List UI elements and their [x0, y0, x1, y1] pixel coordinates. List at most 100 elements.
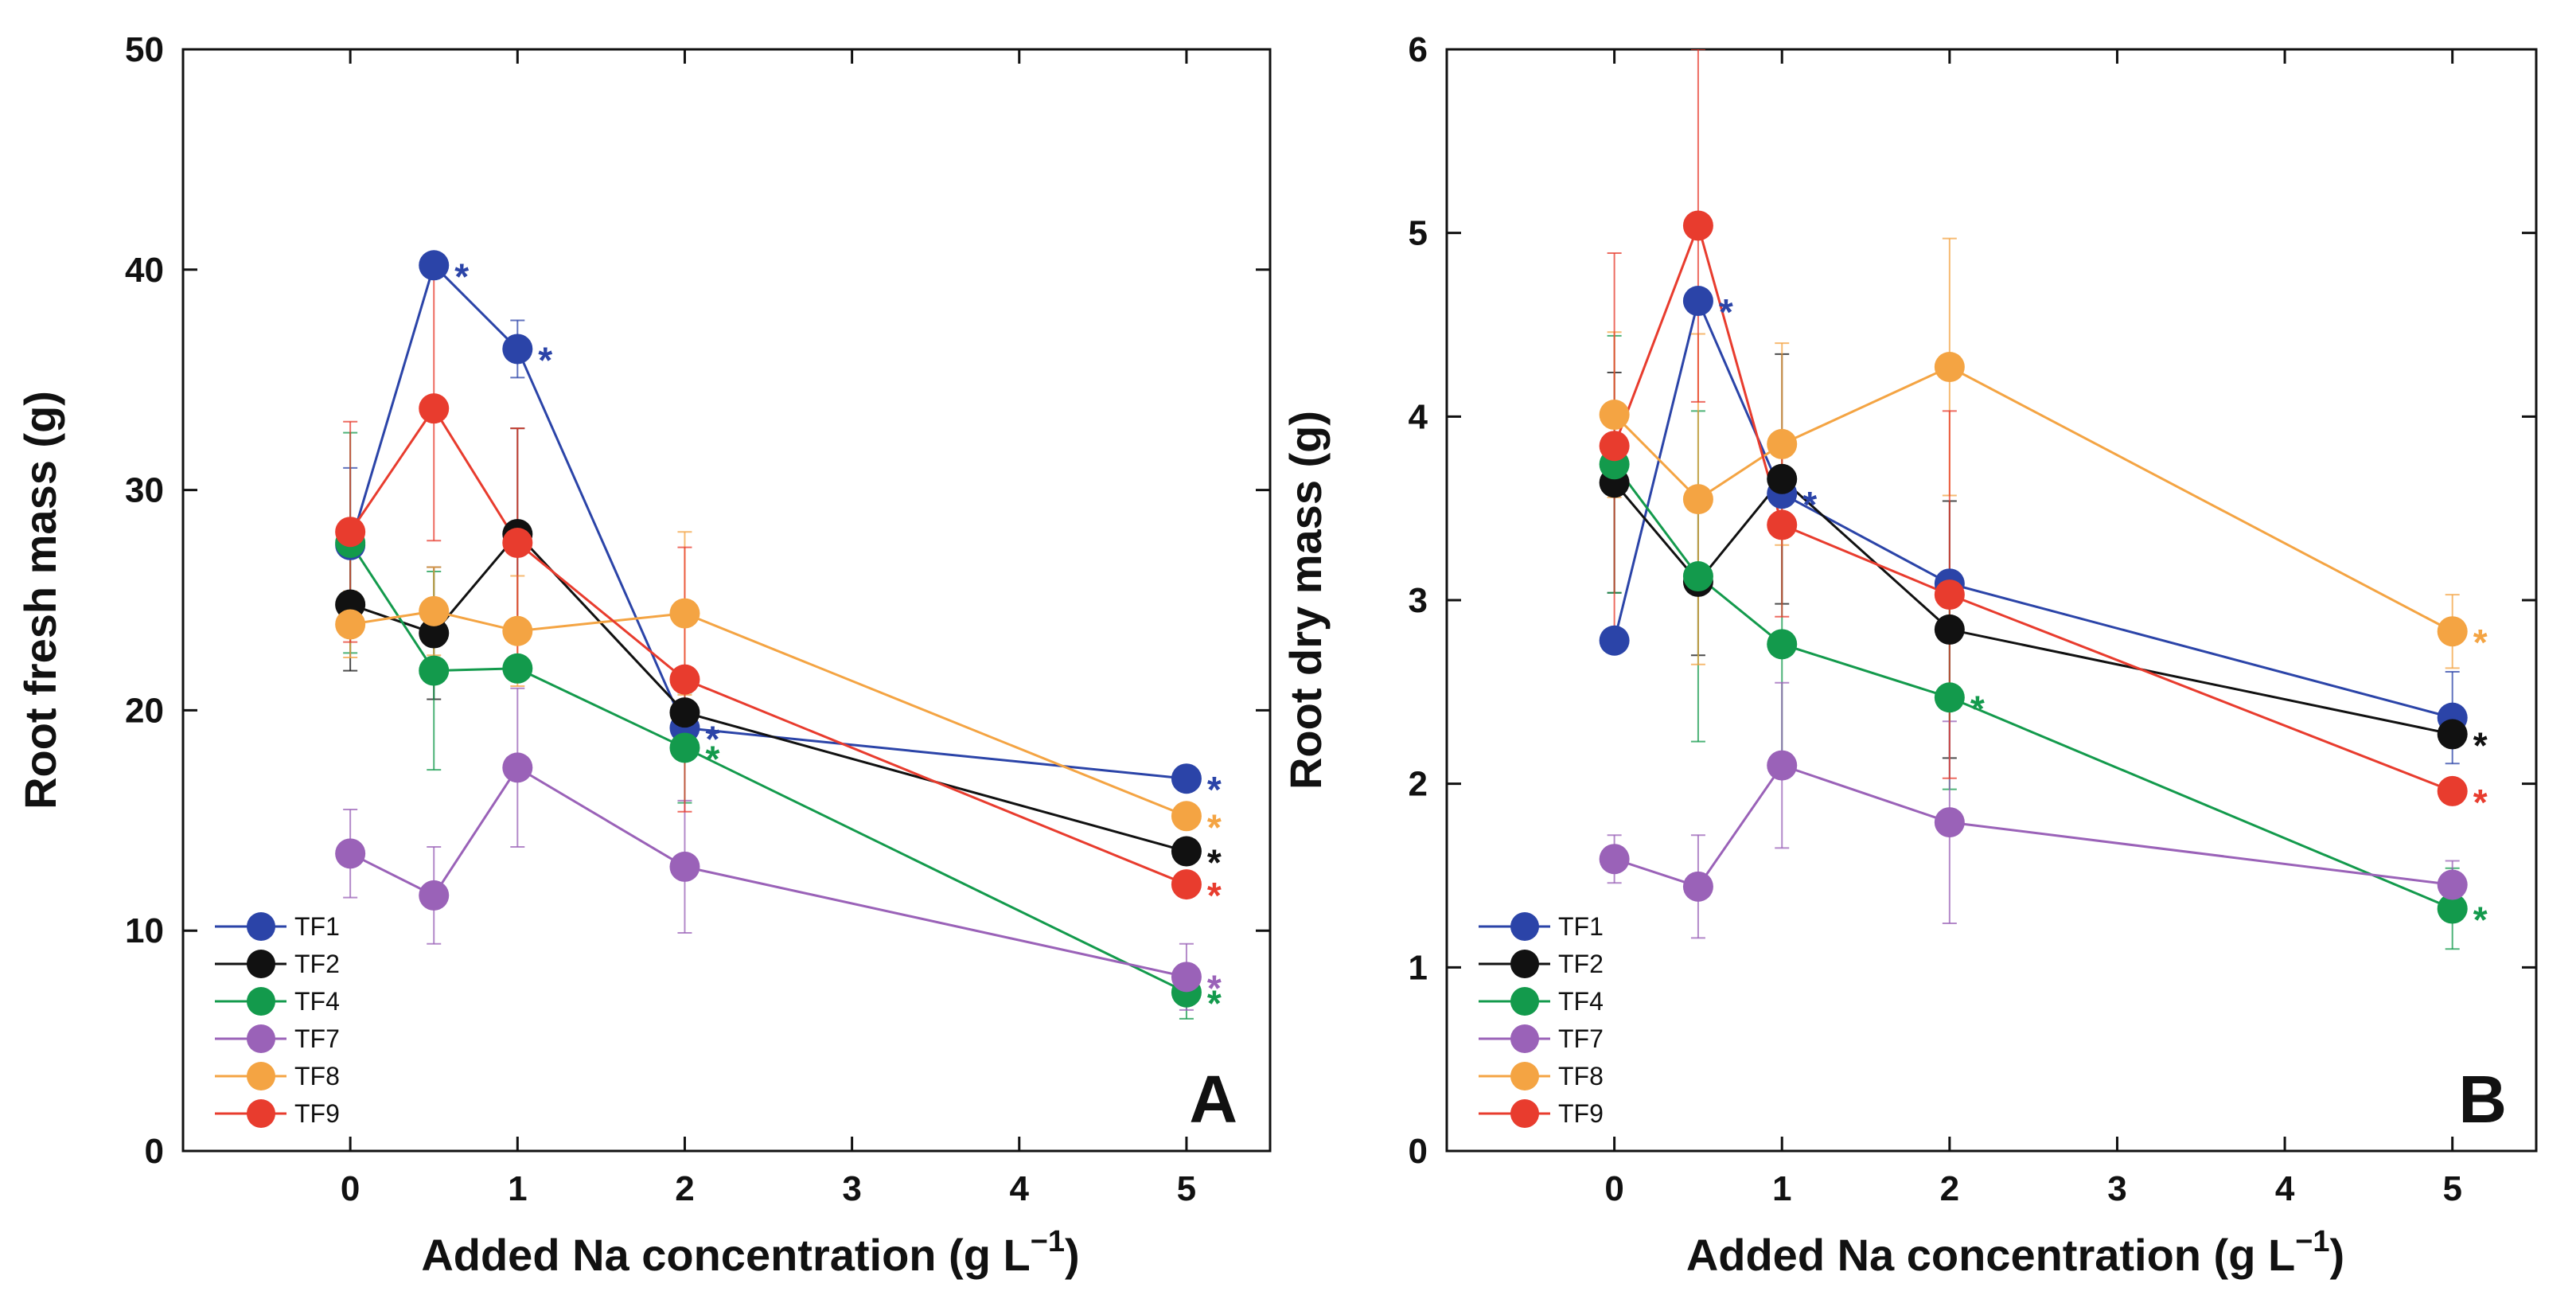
legend-label: TF8: [1558, 1062, 1604, 1090]
y-tick-label: 0: [1409, 1132, 1428, 1171]
significance-star: *: [1970, 688, 1985, 729]
x-axis-title-superscript: −1: [1031, 1225, 1065, 1258]
data-point: [669, 598, 700, 629]
data-point: [1767, 750, 1798, 781]
legend-label: TF4: [1558, 987, 1604, 1016]
y-tick-label: 1: [1409, 948, 1428, 987]
data-point: [1934, 807, 1965, 838]
x-tick-label: 0: [1604, 1169, 1623, 1208]
data-point: [1934, 682, 1965, 713]
data-point: [1599, 844, 1630, 875]
error-bars-tf8: [1607, 237, 2460, 669]
legend-marker: [1510, 950, 1539, 978]
plot-frame: [1445, 48, 2538, 1153]
data-point: [1767, 463, 1798, 494]
data-point: [1682, 561, 1713, 592]
y-tick-label: 3: [1409, 581, 1428, 620]
data-point: [502, 334, 533, 365]
x-tick-label: 1: [508, 1169, 527, 1208]
data-point: [1171, 836, 1202, 867]
significance-star: *: [1207, 806, 1222, 848]
data-point: [502, 528, 533, 559]
significance-star: *: [1719, 291, 1733, 333]
legend-label: TF1: [1558, 912, 1604, 941]
series-line-tf1: [349, 263, 1187, 780]
series-tf8: [343, 531, 1187, 817]
y-tick-label: 4: [1409, 397, 1428, 436]
data-point: [1682, 286, 1713, 317]
data-point: [419, 618, 450, 649]
legend-label: TF7: [294, 1024, 340, 1053]
legend-label: TF4: [294, 987, 340, 1016]
legend-label: TF8: [294, 1062, 340, 1090]
legend-marker: [247, 912, 275, 941]
series-line-tf8: [1613, 365, 2453, 633]
x-tick-label: 4: [1010, 1169, 1030, 1208]
series-tf4: [343, 431, 1194, 1020]
data-point: [502, 653, 533, 684]
data-point: [419, 880, 450, 911]
data-point: [1934, 579, 1965, 611]
x-tick-label: 2: [675, 1169, 694, 1208]
y-tick-label: 30: [125, 471, 164, 510]
significance-star: *: [1207, 842, 1222, 884]
significance-star: *: [2473, 899, 2488, 941]
data-point: [335, 609, 366, 640]
legend-label: TF9: [294, 1099, 340, 1128]
x-tick-label: 2: [1940, 1169, 1959, 1208]
markers-tf7: *: [335, 752, 1222, 1008]
series-line-tf7: [1614, 763, 2453, 888]
y-tick-label: 40: [125, 251, 164, 290]
panel-a-root-fresh-mass: 0 10 20 30 40 50 0 1 2 3 4 5 Added Na concentration …: [15, 30, 1272, 1280]
data-point: [1599, 431, 1630, 462]
data-point: [2437, 893, 2468, 924]
series-tf2: [1607, 353, 2453, 759]
data-point: [1171, 962, 1202, 993]
panel-letter: A: [1189, 1062, 1237, 1137]
significance-star: *: [2473, 622, 2488, 663]
error-bars-tf7: [1607, 681, 2460, 939]
legend-marker: [1510, 912, 1539, 941]
legend-marker: [247, 1024, 275, 1053]
x-axis-title-main: Added Na concentration (g L: [1686, 1230, 2295, 1280]
data-point: [335, 838, 366, 869]
markers-tf8: *: [335, 595, 1222, 848]
data-point: [502, 752, 533, 783]
legend-marker: [1510, 987, 1539, 1016]
series-line-tf1: [1613, 297, 2453, 720]
panel-letter: B: [2458, 1062, 2507, 1137]
legend-label: TF2: [294, 950, 340, 978]
series-line-tf7: [349, 766, 1187, 978]
series-line-tf9: [1613, 221, 2453, 793]
data-point: [502, 615, 533, 646]
data-point: [1171, 869, 1202, 900]
series-tf9: [1607, 49, 2453, 793]
legend-marker: [247, 1062, 275, 1090]
markers-tf9: *: [1599, 210, 2488, 823]
error-bars-tf4: [343, 431, 1194, 1020]
legend-label: TF7: [1558, 1024, 1604, 1053]
x-tick-label: 3: [842, 1169, 861, 1208]
significance-star: *: [2473, 724, 2488, 766]
data-point: [669, 664, 700, 695]
markers-tf9: *: [335, 393, 1222, 916]
data-point: [1767, 509, 1798, 540]
significance-star: *: [454, 256, 469, 297]
y-tick-label: 0: [145, 1132, 164, 1171]
series-tf8: [1607, 237, 2460, 669]
y-tick-label: 2: [1409, 765, 1428, 804]
data-point: [669, 697, 700, 728]
x-axis-title-close: ): [2330, 1230, 2345, 1280]
markers-tf1: **: [1599, 286, 2468, 733]
data-point: [669, 851, 700, 882]
data-point: [1767, 428, 1798, 459]
x-tick-label: 0: [341, 1169, 360, 1208]
series-line-tf4: [349, 542, 1187, 994]
data-point: [1171, 763, 1202, 794]
panel-b-root-dry-mass: 0 1 2 3 4 5 6 0 1 2 3 4 5 Added Na concentration (g L…: [1280, 30, 2538, 1280]
legend: TF1 TF2 TF4 TF7 TF8 TF9: [215, 912, 340, 1128]
data-point: [1599, 625, 1630, 656]
x-axis-title: Added Na concentration (g L−1): [1686, 1225, 2344, 1280]
data-point: [419, 393, 450, 424]
